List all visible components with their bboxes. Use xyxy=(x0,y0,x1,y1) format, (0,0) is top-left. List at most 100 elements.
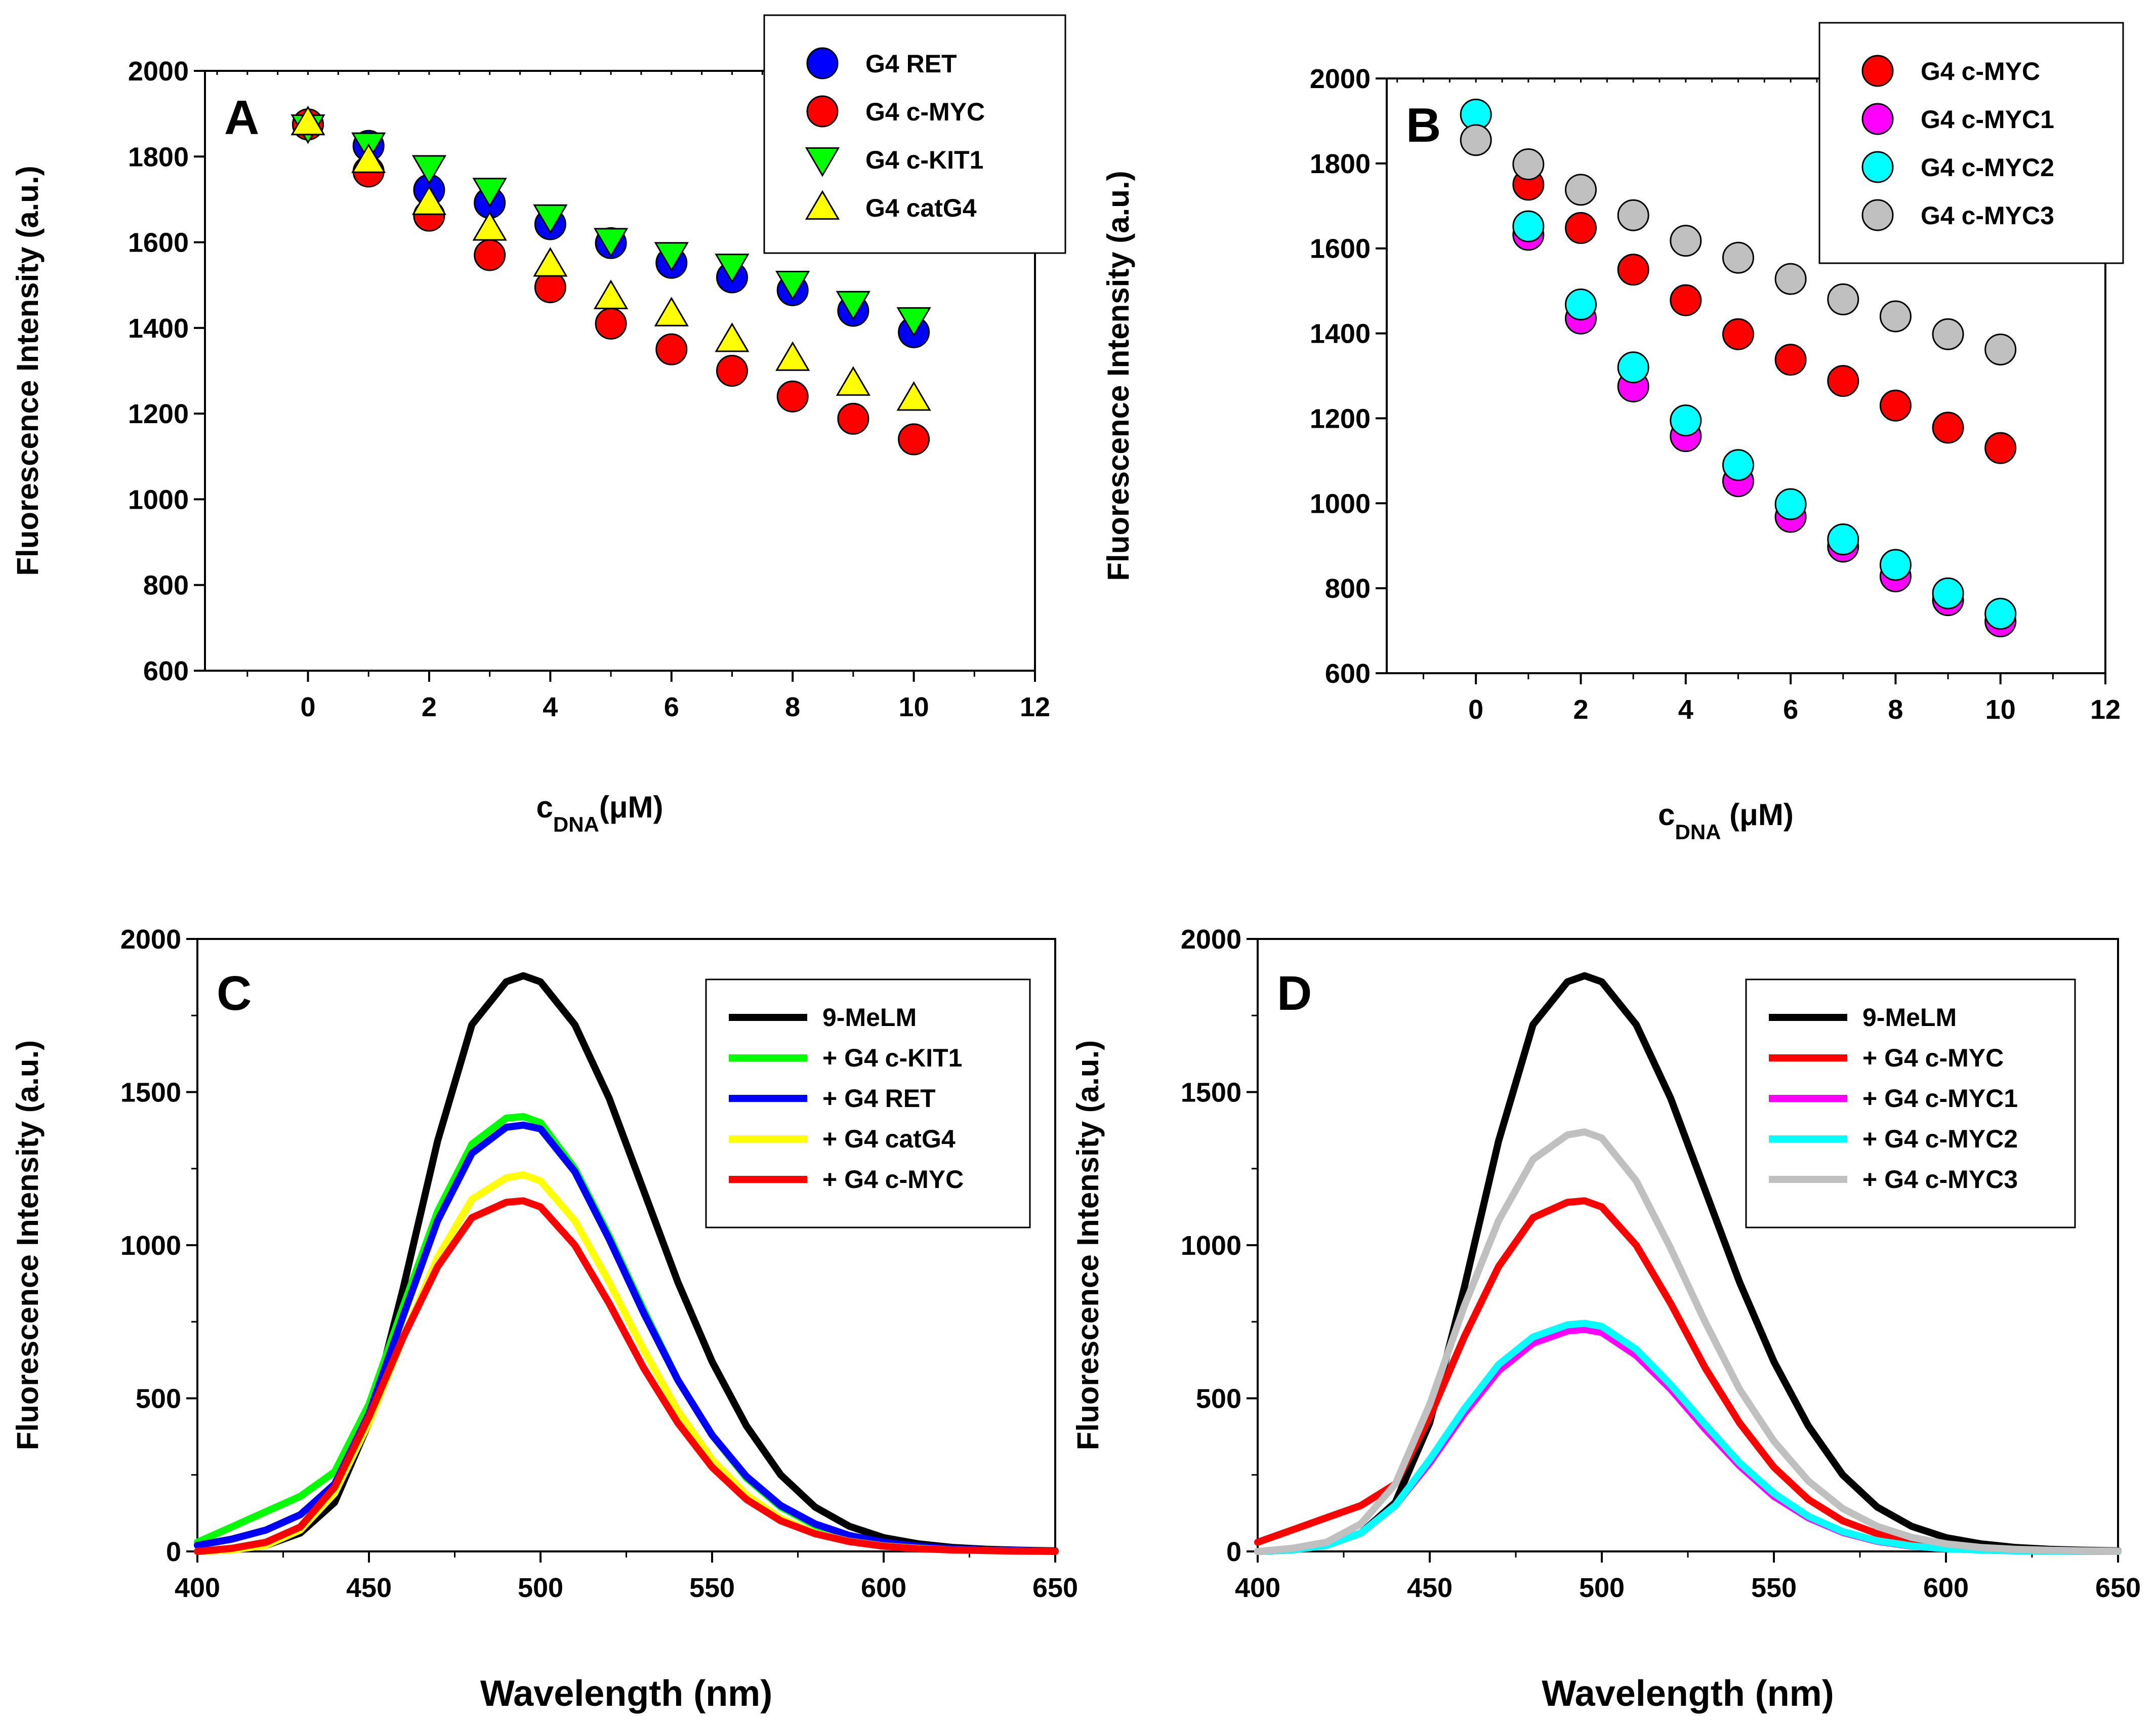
data-point xyxy=(533,204,568,234)
x-axis-title-main: c xyxy=(1658,798,1675,832)
y-axis-title: Fluorescence Intensity (a.u.) xyxy=(1071,1040,1105,1450)
x-tick-label: 550 xyxy=(689,1573,735,1603)
x-tick-label: 400 xyxy=(175,1573,220,1603)
data-point xyxy=(1932,577,1964,609)
panel-letter: D xyxy=(1277,966,1312,1020)
data-point xyxy=(1932,318,1964,350)
data-point xyxy=(1722,318,1754,350)
data-point xyxy=(533,247,568,277)
y-tick-label: 1800 xyxy=(128,142,189,172)
x-tick-label: 550 xyxy=(1751,1573,1797,1603)
x-tick-label: 450 xyxy=(1407,1573,1453,1603)
y-tick-label: 2000 xyxy=(120,924,181,955)
legend-label: G4 c-MYC1 xyxy=(1921,105,2054,134)
data-point xyxy=(1984,333,2017,365)
data-point xyxy=(1722,449,1754,481)
y-tick-label: 1800 xyxy=(1310,149,1371,179)
legend: 9-MeLM + G4 c-MYC + G4 c-MYC1 + G4 c-MYC2 + … xyxy=(1745,978,2076,1228)
data-point xyxy=(896,381,931,411)
y-tick-label: 600 xyxy=(1325,659,1371,689)
legend-label: G4 c-KIT1 xyxy=(865,146,983,174)
y-tick-label: 1400 xyxy=(128,313,189,344)
data-point xyxy=(1460,124,1492,156)
panel-d: 0 500 1000 1500 2000 400 450 500 550 600 650 Fluore… xyxy=(1071,924,2141,1714)
x-axis-title: cDNA(μM) xyxy=(536,790,663,836)
legend-label: + G4 c-MYC3 xyxy=(1862,1165,2018,1194)
y-tick-label: 1400 xyxy=(1310,319,1371,349)
data-point xyxy=(837,402,869,435)
legend-label: 9-MeLM xyxy=(822,1003,917,1032)
panel-letter: C xyxy=(217,966,252,1020)
y-tick-label: 1600 xyxy=(128,228,189,258)
legend-marker xyxy=(806,47,839,79)
y-tick-label: 1000 xyxy=(120,1231,181,1261)
x-tick-label: 400 xyxy=(1235,1573,1280,1603)
x-axis-title: Wavelength (nm) xyxy=(480,1673,772,1714)
x-tick-label: 10 xyxy=(1985,694,2016,725)
legend-label: + G4 c-MYC1 xyxy=(1862,1084,2018,1113)
data-point xyxy=(898,423,930,456)
data-point xyxy=(1565,174,1597,206)
y-tick-label: 600 xyxy=(143,656,189,686)
x-tick-label: 8 xyxy=(1888,694,1903,725)
y-tick-label: 1500 xyxy=(1181,1078,1241,1108)
x-tick-label: 0 xyxy=(1468,694,1483,725)
x-tick-label: 600 xyxy=(861,1573,906,1603)
series-line--g4-c-myc xyxy=(194,1197,1059,1555)
data-point xyxy=(715,254,750,283)
x-axis-title-unit: (μM) xyxy=(599,790,664,824)
data-point xyxy=(1512,210,1545,242)
plot-frame xyxy=(1386,77,2106,674)
x-axis-title: cDNA (μM) xyxy=(1658,798,1794,844)
legend-marker xyxy=(1861,103,1894,135)
legend-marker xyxy=(805,147,840,177)
data-point xyxy=(1565,289,1597,320)
data-point xyxy=(291,105,325,136)
legend-label: + G4 c-KIT1 xyxy=(822,1044,963,1072)
plot-frame xyxy=(204,70,1036,672)
y-tick-label: 1500 xyxy=(120,1078,181,1108)
data-point xyxy=(1879,300,1912,333)
y-tick-label: 0 xyxy=(1226,1537,1241,1567)
y-tick-label: 1200 xyxy=(128,399,189,429)
data-point xyxy=(351,143,386,173)
y-tick-label: 1000 xyxy=(1181,1231,1241,1261)
legend-label: G4 c-MYC xyxy=(865,98,985,126)
legend-label: G4 catG4 xyxy=(865,194,977,222)
data-point xyxy=(1984,598,2017,630)
panel-b: 600 800 1000 1200 1400 1600 1800 2000 0 2 4 6 8 10 12 F… xyxy=(1101,22,2124,844)
y-tick-label: 500 xyxy=(136,1384,181,1414)
x-tick-label: 12 xyxy=(1020,692,1050,722)
x-tick-label: 6 xyxy=(664,692,679,722)
data-point xyxy=(1879,389,1912,422)
data-point xyxy=(715,322,750,352)
y-tick-label: 1600 xyxy=(1310,234,1371,264)
x-axis-title-main: c xyxy=(536,790,553,824)
legend-label: + G4 RET xyxy=(822,1084,936,1113)
data-point xyxy=(474,239,506,271)
y-tick-label: 2000 xyxy=(1181,924,1241,955)
data-point xyxy=(775,270,810,301)
data-point xyxy=(593,279,629,309)
y-tick-label: 800 xyxy=(143,570,189,601)
legend-label: G4 c-MYC xyxy=(1921,57,2040,86)
legend: G4 c-MYC G4 c-MYC1 G4 c-MYC2 G4 c-MYC3 xyxy=(1818,22,2124,264)
legend-label: G4 c-MYC3 xyxy=(1921,201,2054,230)
data-point xyxy=(1617,254,1649,286)
legend: 9-MeLM + G4 c-KIT1 + G4 RET + G4 catG4 + G4 … xyxy=(705,978,1031,1228)
y-tick-label: 0 xyxy=(166,1537,181,1567)
x-tick-label: 500 xyxy=(1579,1573,1625,1603)
legend-label: 9-MeLM xyxy=(1862,1003,1957,1032)
legend-label: G4 RET xyxy=(865,50,957,78)
x-tick-label: 6 xyxy=(1783,694,1798,725)
series-g4-c-myc xyxy=(1512,169,2017,464)
data-point xyxy=(836,366,870,396)
x-tick-label: 10 xyxy=(899,692,929,722)
data-point xyxy=(411,155,447,185)
legend-label: + G4 c-MYC2 xyxy=(1862,1125,2018,1153)
data-point xyxy=(1512,148,1545,181)
data-point xyxy=(1617,199,1649,231)
legend-label: + G4 c-MYC xyxy=(822,1165,964,1194)
series-line--g4-c-myc2 xyxy=(1254,1320,2122,1555)
